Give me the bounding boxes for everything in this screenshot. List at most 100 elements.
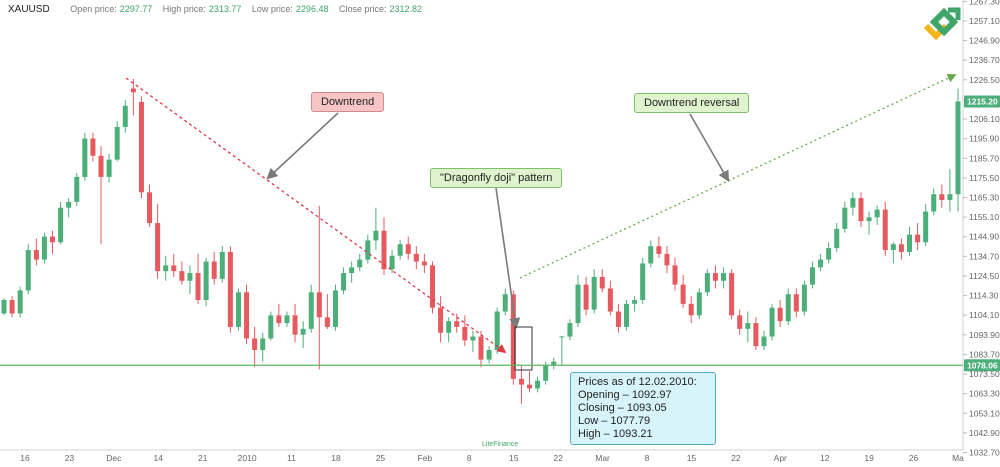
open-price-label: Open price: <box>70 4 117 14</box>
candle-body <box>745 323 751 329</box>
candle-body <box>405 244 411 254</box>
x-tick-label: 22 <box>731 453 741 463</box>
candle-body <box>535 380 541 389</box>
candle-body <box>25 250 31 291</box>
candle-body <box>583 284 589 310</box>
candle-body <box>704 273 710 293</box>
candle-body <box>955 101 961 195</box>
y-tick-label: 1236.70 <box>969 55 1000 65</box>
candle-body <box>74 176 80 202</box>
x-tick-label: Mar <box>595 453 610 463</box>
watermark-label: LiteFinance <box>482 441 519 448</box>
candle-body <box>98 155 104 177</box>
candle-body <box>591 276 597 310</box>
info-low: Low – 1077.79 <box>578 415 651 427</box>
pattern-pointer-arrow <box>495 187 521 330</box>
support-price-tag <box>964 359 1000 372</box>
symbol-label: XAUUSD <box>8 4 50 15</box>
candle-body <box>187 273 193 281</box>
candle-body <box>122 105 128 127</box>
y-tick-label: 1053.10 <box>969 408 1000 418</box>
x-tick-label: Ma <box>952 453 964 463</box>
y-tick-label: 1175.50 <box>969 173 999 183</box>
x-tick-label: Dec <box>106 453 122 463</box>
candle-body <box>9 300 15 314</box>
candle-body <box>438 307 444 333</box>
candle-body <box>163 265 169 272</box>
candle-body <box>510 294 516 379</box>
candle-body <box>147 192 153 224</box>
candle-body <box>834 228 840 249</box>
candle-body <box>527 384 533 389</box>
candle-body <box>551 361 557 366</box>
candle-body <box>923 211 929 243</box>
reversal-pointer-arrow <box>689 113 730 182</box>
candle-body <box>349 267 355 274</box>
y-tick-label: 1134.70 <box>969 251 999 261</box>
candle-body <box>712 273 718 281</box>
x-tick-label: 8 <box>645 453 650 463</box>
candle-body <box>842 207 848 229</box>
candle-body <box>850 198 856 208</box>
candle-body <box>809 267 815 285</box>
x-tick-label: 16 <box>20 453 30 463</box>
candle-body <box>268 315 274 339</box>
y-tick-label: 1114.30 <box>969 291 999 301</box>
candle-body <box>66 201 72 208</box>
candle-body <box>50 236 56 243</box>
x-tick-label: 18 <box>331 453 341 463</box>
open-price-value: 2297.77 <box>119 4 153 14</box>
candle-body <box>688 303 694 316</box>
x-tick-label: 15 <box>687 453 697 463</box>
candle-body <box>931 194 937 212</box>
x-tick-label: 8 <box>467 453 472 463</box>
candle-body <box>947 194 953 200</box>
candle-body <box>195 273 201 300</box>
candle-body <box>906 234 912 252</box>
candle-body <box>252 338 258 350</box>
x-tick-label: 11 <box>287 453 296 463</box>
candle-body <box>939 194 945 200</box>
candle-body <box>470 336 476 341</box>
candle-body <box>179 271 185 281</box>
reversal-trend-line <box>519 73 957 279</box>
x-tick-label: 23 <box>65 453 75 463</box>
doji-highlight-box <box>514 326 533 371</box>
candle-body <box>381 230 387 270</box>
candle-body <box>640 263 646 300</box>
candle-body <box>260 338 266 350</box>
time-axis: 16 23 Dec 14 21 2010 11 18 25 Feb 8 15 22 Mar 8 15 22 Apr… <box>0 449 964 463</box>
y-tick-label: 1083.70 <box>969 349 1000 359</box>
downtrend-line <box>125 77 507 354</box>
candle-body <box>171 265 177 272</box>
candle-body <box>454 321 460 327</box>
x-tick-label: 21 <box>198 453 208 463</box>
candle-body <box>874 209 880 218</box>
candle-body <box>341 273 347 291</box>
candle-body <box>82 138 88 177</box>
candle-body <box>890 244 896 250</box>
info-high: High – 1093.21 <box>578 428 653 440</box>
y-tick-label: 1063.30 <box>969 389 1000 399</box>
candle-body <box>567 323 573 337</box>
candle-body <box>373 230 379 241</box>
low-price-value: 2296.48 <box>295 4 329 14</box>
overlays-group <box>0 73 963 371</box>
candle-body <box>648 246 654 264</box>
y-tick-label: 1195.90 <box>969 134 999 144</box>
x-tick-label: 19 <box>864 453 874 463</box>
candle-body <box>365 240 371 260</box>
y-tick-label: 1267.30 <box>969 0 1000 6</box>
candle-body <box>502 294 508 312</box>
candle-body <box>801 284 807 312</box>
candle-body <box>769 307 775 337</box>
candle-body <box>58 207 64 243</box>
candle-body <box>421 261 427 266</box>
low-price-label: Low price: <box>251 4 293 14</box>
candles-group <box>1 78 961 404</box>
downtrend-label: Downtrend <box>311 92 385 112</box>
candle-body <box>130 88 136 93</box>
candle-body <box>494 311 500 350</box>
candle-body <box>138 101 144 193</box>
